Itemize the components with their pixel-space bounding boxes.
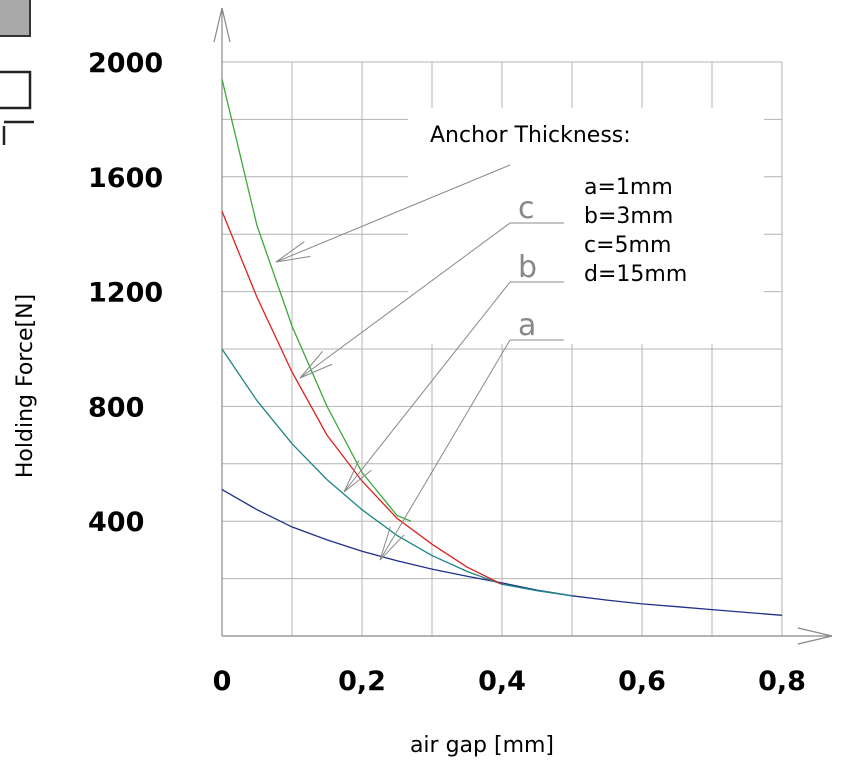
legend-entry: c=5mm [584, 233, 671, 258]
y-axis-arrow [213, 7, 231, 43]
pointer-arrowhead [379, 526, 405, 561]
x-tick-label: 0 [213, 666, 232, 697]
series-line-d [221, 79, 412, 522]
series-line-a [221, 489, 783, 616]
series-line-b [221, 348, 573, 597]
cropped-gray-box [0, 0, 31, 37]
curve-tags: cba [518, 191, 537, 343]
annotation-pointers [275, 164, 564, 561]
legend-title: Anchor Thickness: [430, 123, 631, 148]
legend: Anchor Thickness: a=1mm b=3mm c=5mm d=15mm [430, 123, 687, 287]
pointer-line [379, 339, 511, 561]
x-tick-label: 0,2 [338, 666, 386, 697]
y-tick-label: 2000 [88, 48, 163, 79]
x-tick-label: 0,4 [478, 666, 526, 697]
pointer-line [275, 164, 511, 263]
x-axis-label: air gap [mm] [410, 733, 554, 758]
cropped-outline-box [0, 70, 32, 110]
pointer-line [299, 222, 511, 379]
y-axis-label: Holding Force[N] [13, 294, 38, 478]
tick-labels: 0 0,2 0,4 0,6 0,8 400 800 1200 1600 2000 [88, 48, 806, 697]
curve-tag-c: c [518, 191, 535, 226]
y-tick-label: 400 [88, 507, 144, 538]
pointer-arrowhead [343, 460, 372, 493]
pointer-arrowhead [299, 351, 333, 379]
axes [213, 7, 833, 645]
curve-tag-b: b [518, 250, 537, 285]
legend-entries: a=1mm b=3mm c=5mm d=15mm [584, 175, 687, 287]
legend-entry: d=15mm [584, 262, 687, 287]
x-tick-label: 0,6 [618, 666, 666, 697]
legend-entry: b=3mm [584, 204, 673, 229]
x-tick-label: 0,8 [758, 666, 806, 697]
x-axis-arrow [797, 627, 833, 645]
pointer-line [343, 281, 511, 493]
y-tick-label: 1200 [88, 278, 163, 309]
curve-tag-a: a [518, 308, 536, 343]
legend-entry: a=1mm [584, 175, 673, 200]
y-tick-label: 1600 [88, 163, 163, 194]
y-tick-label: 800 [88, 392, 144, 423]
series-lines [221, 79, 783, 616]
legend-box [408, 108, 764, 344]
series-line-c [221, 210, 503, 585]
pointer-arrowhead [275, 241, 311, 263]
